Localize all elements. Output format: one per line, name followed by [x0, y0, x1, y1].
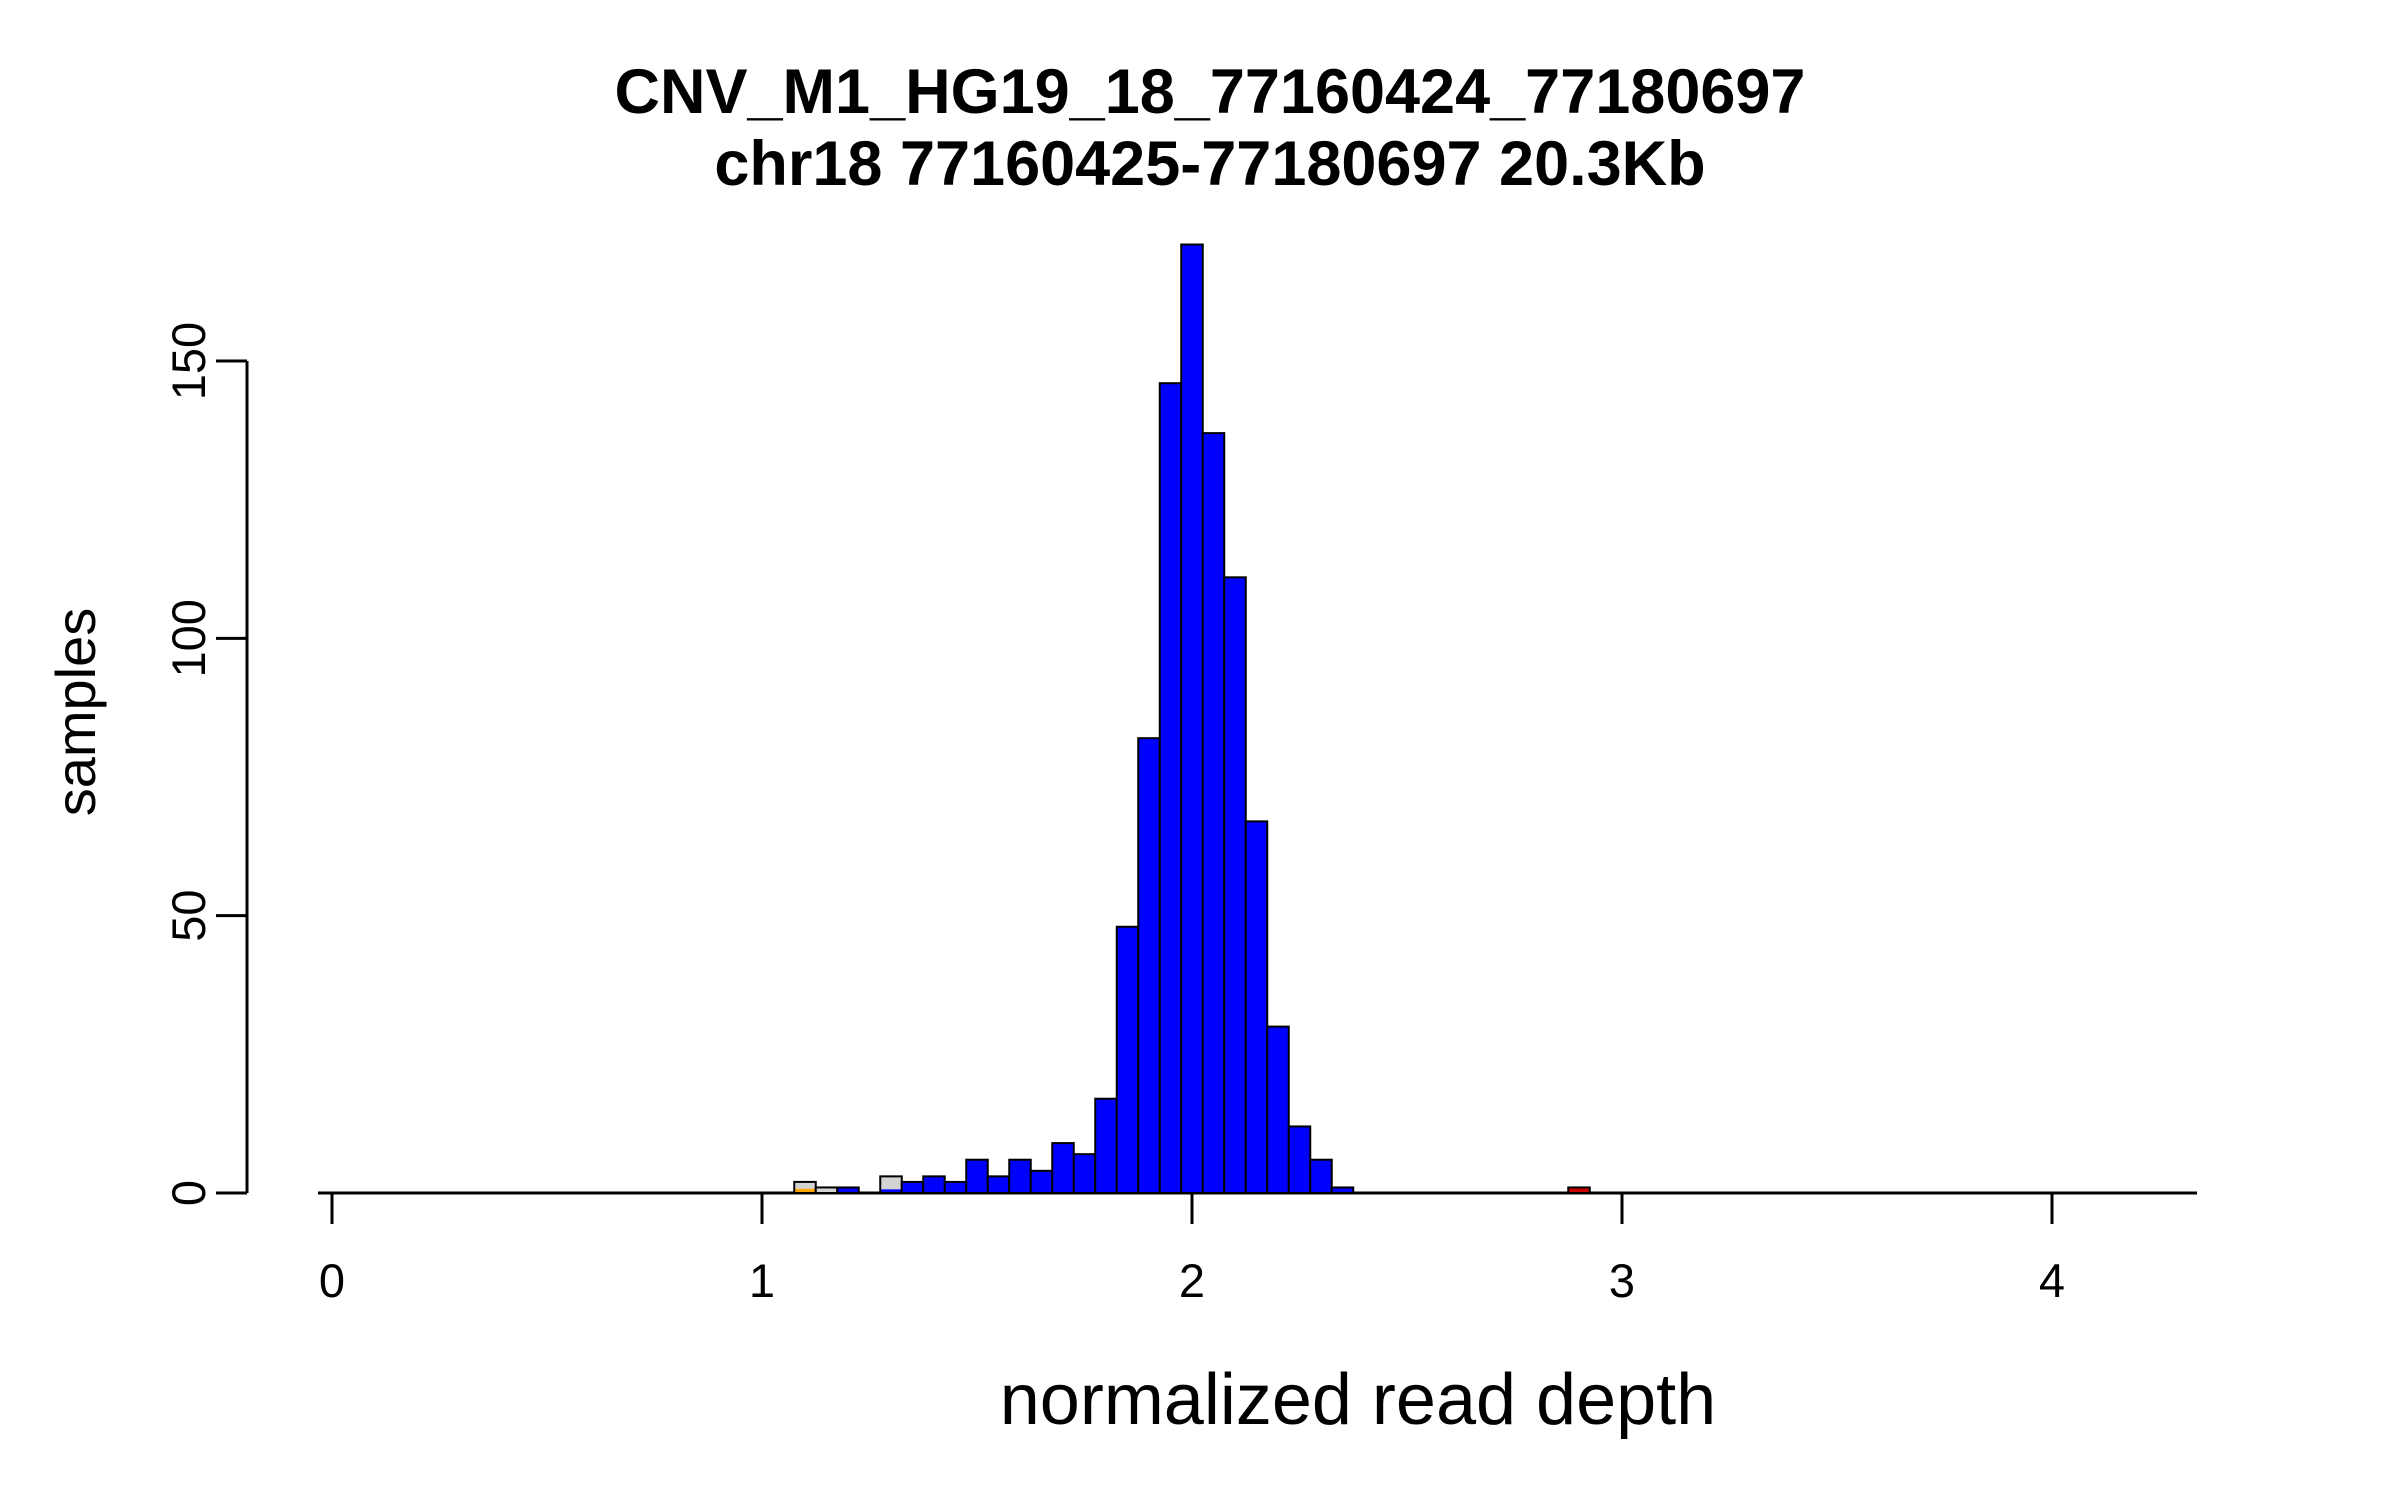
svg-text:1: 1	[749, 1254, 775, 1307]
svg-text:samples: samples	[44, 608, 107, 817]
svg-text:chr18 77160425-77180697 20.3Kb: chr18 77160425-77180697 20.3Kb	[714, 129, 1705, 199]
svg-text:CNV_M1_HG19_18_77160424_771806: CNV_M1_HG19_18_77160424_77180697	[615, 57, 1806, 127]
svg-text:3: 3	[1609, 1254, 1635, 1307]
svg-text:normalized read depth: normalized read depth	[1000, 1360, 1716, 1440]
svg-text:0: 0	[319, 1254, 345, 1307]
svg-text:2: 2	[1179, 1254, 1205, 1307]
svg-text:50: 50	[162, 890, 215, 942]
svg-text:100: 100	[162, 599, 215, 677]
svg-text:4: 4	[2039, 1254, 2065, 1307]
svg-text:0: 0	[162, 1180, 215, 1206]
svg-text:150: 150	[162, 322, 215, 400]
